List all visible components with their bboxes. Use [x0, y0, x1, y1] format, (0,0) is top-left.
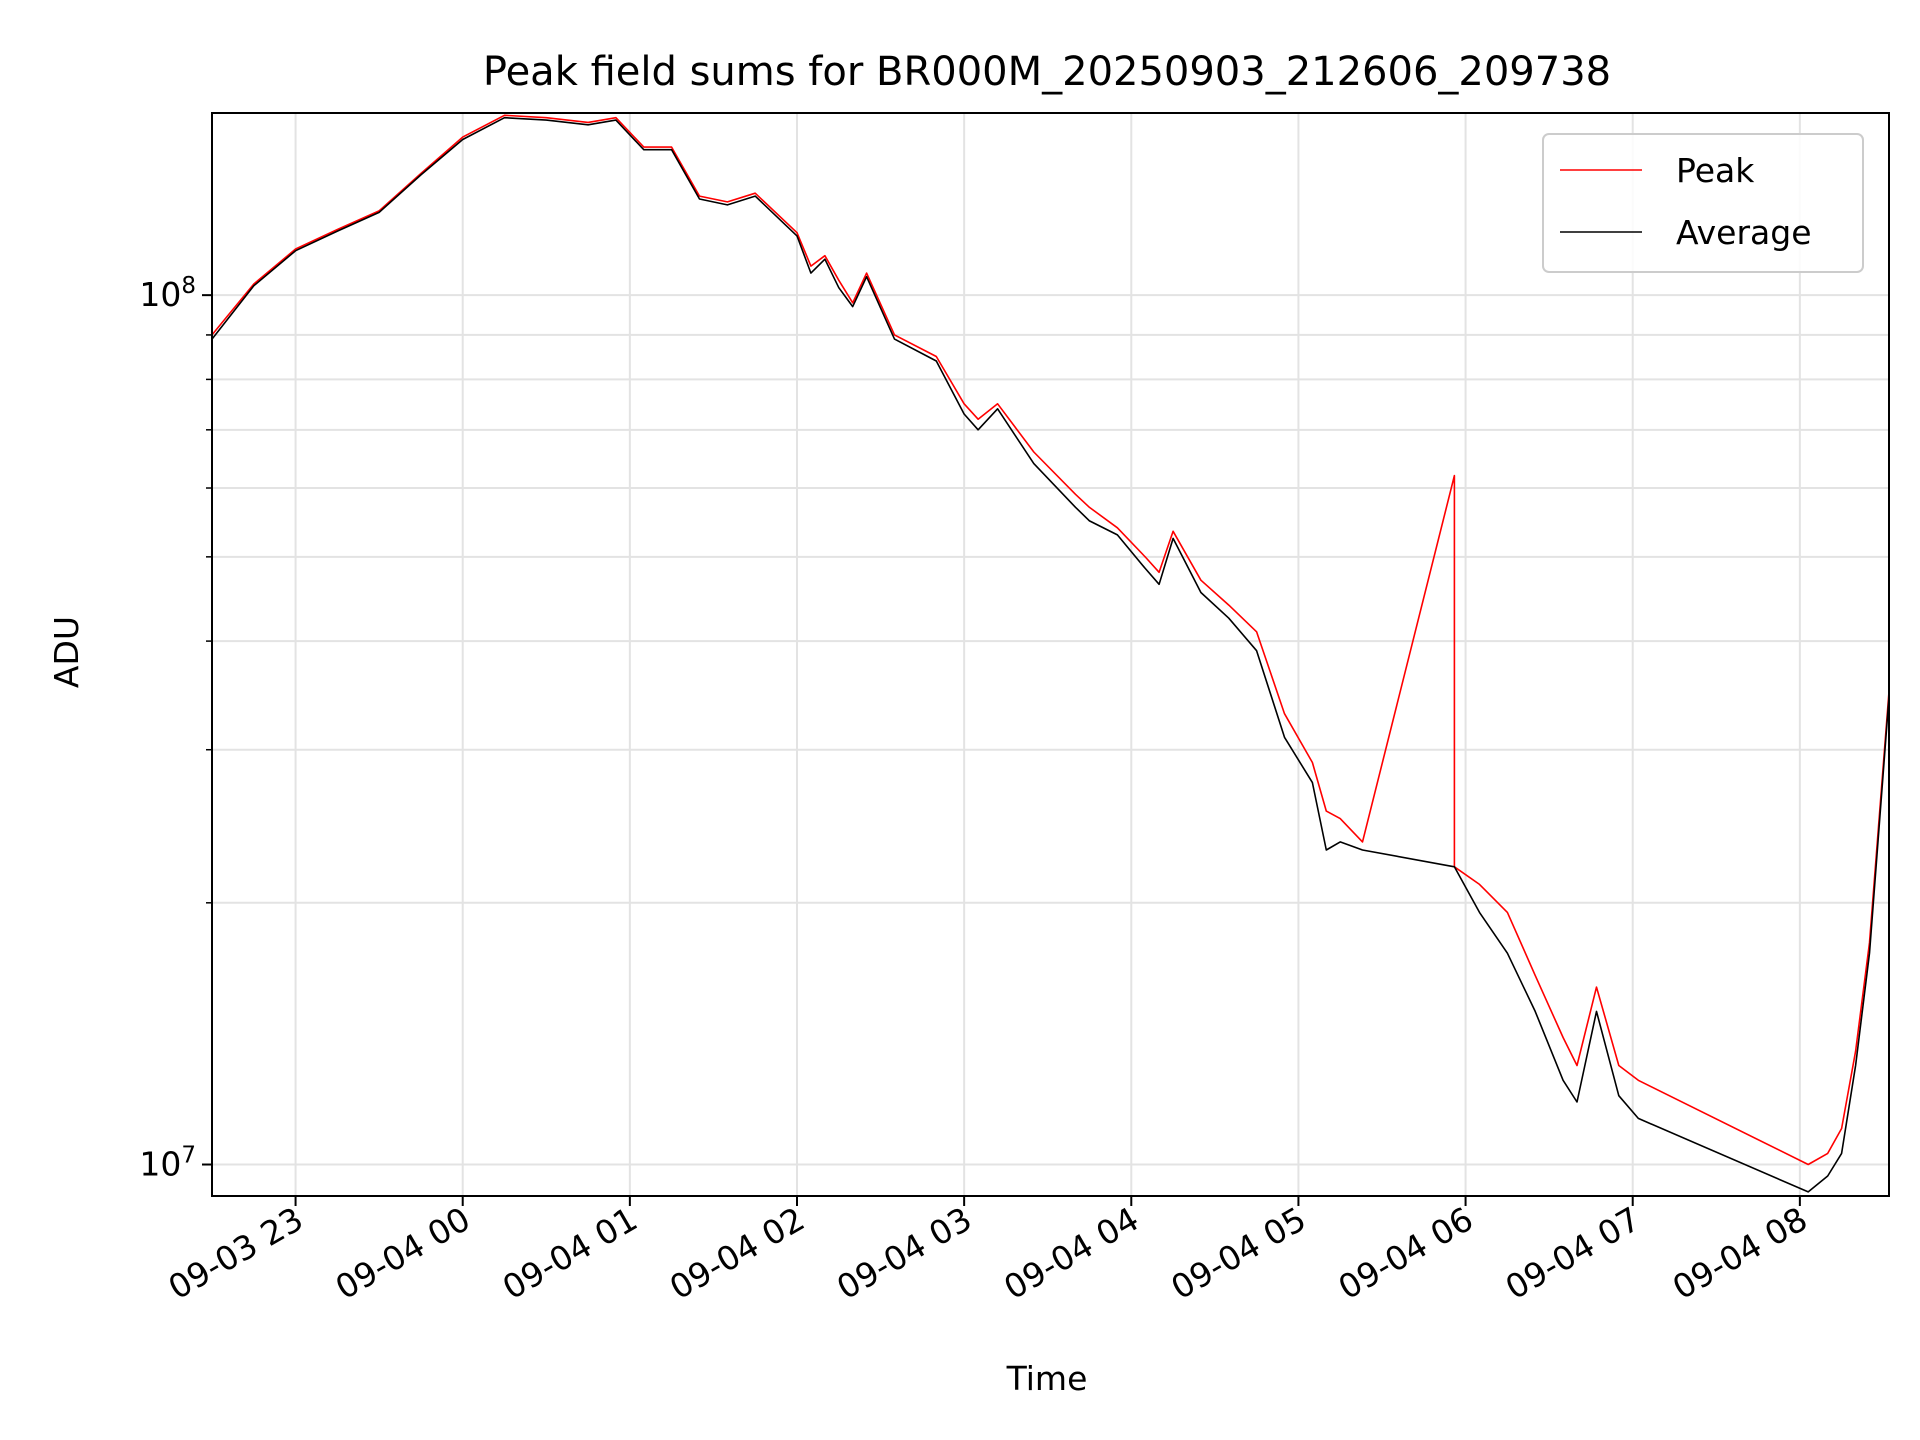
series-line-peak	[211, 114, 1890, 1166]
chart-title: Peak field sums for BR000M_20250903_2126…	[483, 49, 1611, 95]
y-axis-ticks: 107 108	[139, 273, 212, 1184]
grid	[212, 113, 1889, 1196]
legend-label-average: Average	[1676, 213, 1812, 252]
x-axis-label: Time	[1006, 1359, 1088, 1398]
axes-frame	[211, 112, 1890, 1197]
y-tick-label: 107	[139, 1143, 196, 1184]
legend-label-peak: Peak	[1676, 151, 1755, 190]
legend: Peak Average	[1542, 133, 1864, 273]
y-axis-label: ADU	[47, 616, 86, 688]
series-lines	[211, 114, 1890, 1193]
series-line-average	[211, 116, 1890, 1193]
y-tick-label: 108	[139, 273, 196, 314]
legend-box	[1542, 133, 1864, 273]
